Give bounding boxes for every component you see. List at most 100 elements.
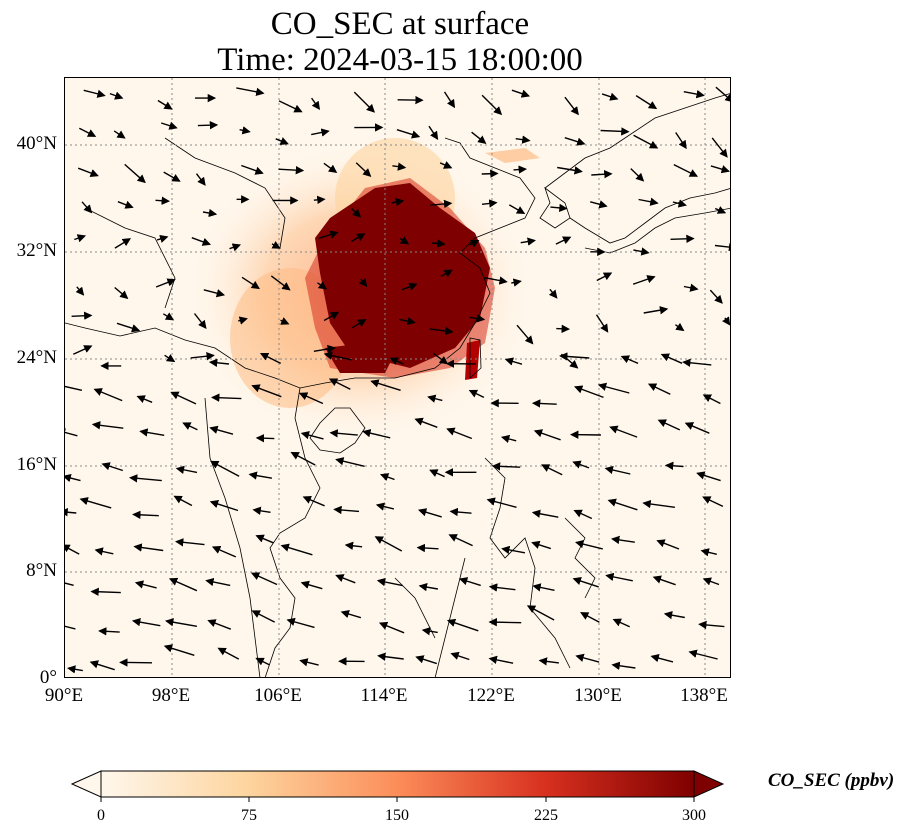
wind-vector-arrow (248, 471, 273, 480)
wind-vector-arrow (175, 538, 205, 547)
wind-vector-arrow (508, 204, 526, 214)
wind-vector-arrow (516, 324, 534, 345)
wind-vector-arrow (211, 393, 242, 402)
wind-vector-arrow (340, 610, 362, 619)
wind-vector-arrow (595, 314, 609, 333)
wind-vector-arrow (333, 505, 360, 515)
wind-vector-arrow (450, 651, 470, 661)
wind-vector-arrow (81, 201, 93, 214)
wind-vector-arrow (238, 316, 248, 325)
wind-vector-arrow (351, 208, 362, 218)
wind-vector-arrow (175, 465, 198, 474)
map-time: Time: 2024-03-15 18:00:00 (217, 42, 583, 78)
wind-vector-arrow (75, 286, 85, 296)
wind-vector-arrow (572, 460, 590, 469)
wind-vector-arrow (255, 433, 275, 443)
wind-vector-arrow (532, 583, 555, 592)
wind-vector-arrow (374, 536, 403, 552)
wind-vector-arrow (124, 163, 146, 184)
wind-vector-arrow (440, 269, 453, 278)
wind-vector-arrow (611, 661, 636, 670)
wind-vector-arrow (190, 351, 215, 361)
wind-vector-arrow (98, 627, 120, 636)
wind-vector-arrow (251, 610, 276, 623)
wind-vectors (65, 86, 730, 674)
wind-vector-arrow (722, 316, 730, 326)
wind-vector-arrow (709, 289, 723, 304)
wind-vector-arrow (682, 358, 712, 367)
wind-vector-arrow (656, 539, 680, 550)
wind-vector-arrow (471, 131, 487, 144)
wind-vector-arrow (429, 326, 454, 336)
wind-vector-arrow (664, 461, 684, 470)
wind-vector-arrow (491, 462, 521, 471)
lat-tick-label: 8°N (26, 560, 57, 581)
wind-vector-arrow (202, 208, 218, 218)
wind-vector-arrow (210, 460, 240, 477)
wind-vector-arrow (134, 580, 157, 589)
wind-vector-arrow (156, 234, 169, 243)
wind-vector-arrow (389, 357, 405, 366)
map-title: CO_SEC at surface (270, 6, 530, 42)
wind-vector-arrow (391, 197, 405, 207)
wind-vector-arrow (647, 383, 671, 395)
wind-vector-arrow (255, 657, 270, 666)
wind-vector-arrow (573, 385, 604, 399)
lat-tick-label: 24°N (16, 347, 57, 368)
wind-vector-arrow (193, 313, 207, 330)
wind-vector-arrow (432, 352, 449, 365)
wind-vector-arrow (275, 137, 289, 145)
wind-vector-arrow (286, 617, 315, 629)
wind-vector-arrow (526, 605, 555, 621)
colorbar-label: CO_SEC (ppbv) (768, 770, 895, 791)
wind-vector-arrow (533, 429, 561, 441)
wind-vector-arrow (557, 166, 583, 175)
wind-vector-arrow (439, 161, 453, 169)
wind-vector-arrow (698, 620, 725, 630)
wind-vector-arrow (163, 171, 181, 182)
wind-vector-arrow (448, 534, 473, 547)
wind-vector-arrow (702, 394, 721, 405)
wind-vector-arrow (488, 655, 514, 665)
wind-vector-arrow (696, 471, 721, 482)
colorbar-ramp (100, 770, 695, 798)
wind-vector-arrow (458, 577, 481, 587)
wind-vector-arrow (90, 587, 121, 596)
lon-tick-label: 98°E (151, 685, 191, 706)
wind-vector-arrow (109, 91, 124, 100)
wind-vector-arrow (298, 392, 324, 405)
wind-vector-arrow (488, 583, 516, 592)
wind-vector-arrow (378, 621, 405, 634)
wind-vector-arrow (236, 87, 265, 96)
wind-vector-arrow (94, 547, 114, 556)
wind-vector-arrow (612, 618, 630, 628)
wind-vector-arrow (209, 425, 234, 435)
wind-vector-arrow (469, 239, 480, 248)
wind-vector-arrow (302, 495, 325, 507)
wind-vector-arrow (633, 134, 659, 149)
wind-vector-arrow (605, 572, 633, 582)
wind-vector-arrow (299, 658, 319, 667)
wind-vector-arrow (710, 165, 730, 174)
wind-vector-arrow (208, 358, 230, 367)
wind-vector-arrow (353, 91, 375, 113)
wind-vector-arrow (555, 236, 572, 245)
wind-vector-arrow (77, 167, 99, 178)
wind-vector-arrow (468, 389, 485, 399)
wind-vector-arrow (205, 577, 231, 587)
wind-vector-arrow (207, 619, 232, 630)
wind-vector-arrow (575, 653, 600, 663)
wind-vector-arrow (711, 137, 728, 158)
wind-vector-arrow (550, 203, 568, 213)
wind-vector-arrow (714, 206, 727, 214)
wind-vector-arrow (638, 197, 659, 206)
wind-vector-arrow (259, 352, 282, 365)
wind-vector-arrow (650, 654, 674, 663)
wind-vector-arrow (211, 546, 237, 558)
wind-vector-arrow (377, 652, 404, 661)
wind-vector-arrow (113, 130, 126, 139)
wind-vector-arrow (632, 275, 656, 285)
wind-vector-arrow (290, 451, 316, 466)
wind-vector-arrow (241, 164, 264, 175)
colorbar-extend-min (70, 770, 102, 798)
